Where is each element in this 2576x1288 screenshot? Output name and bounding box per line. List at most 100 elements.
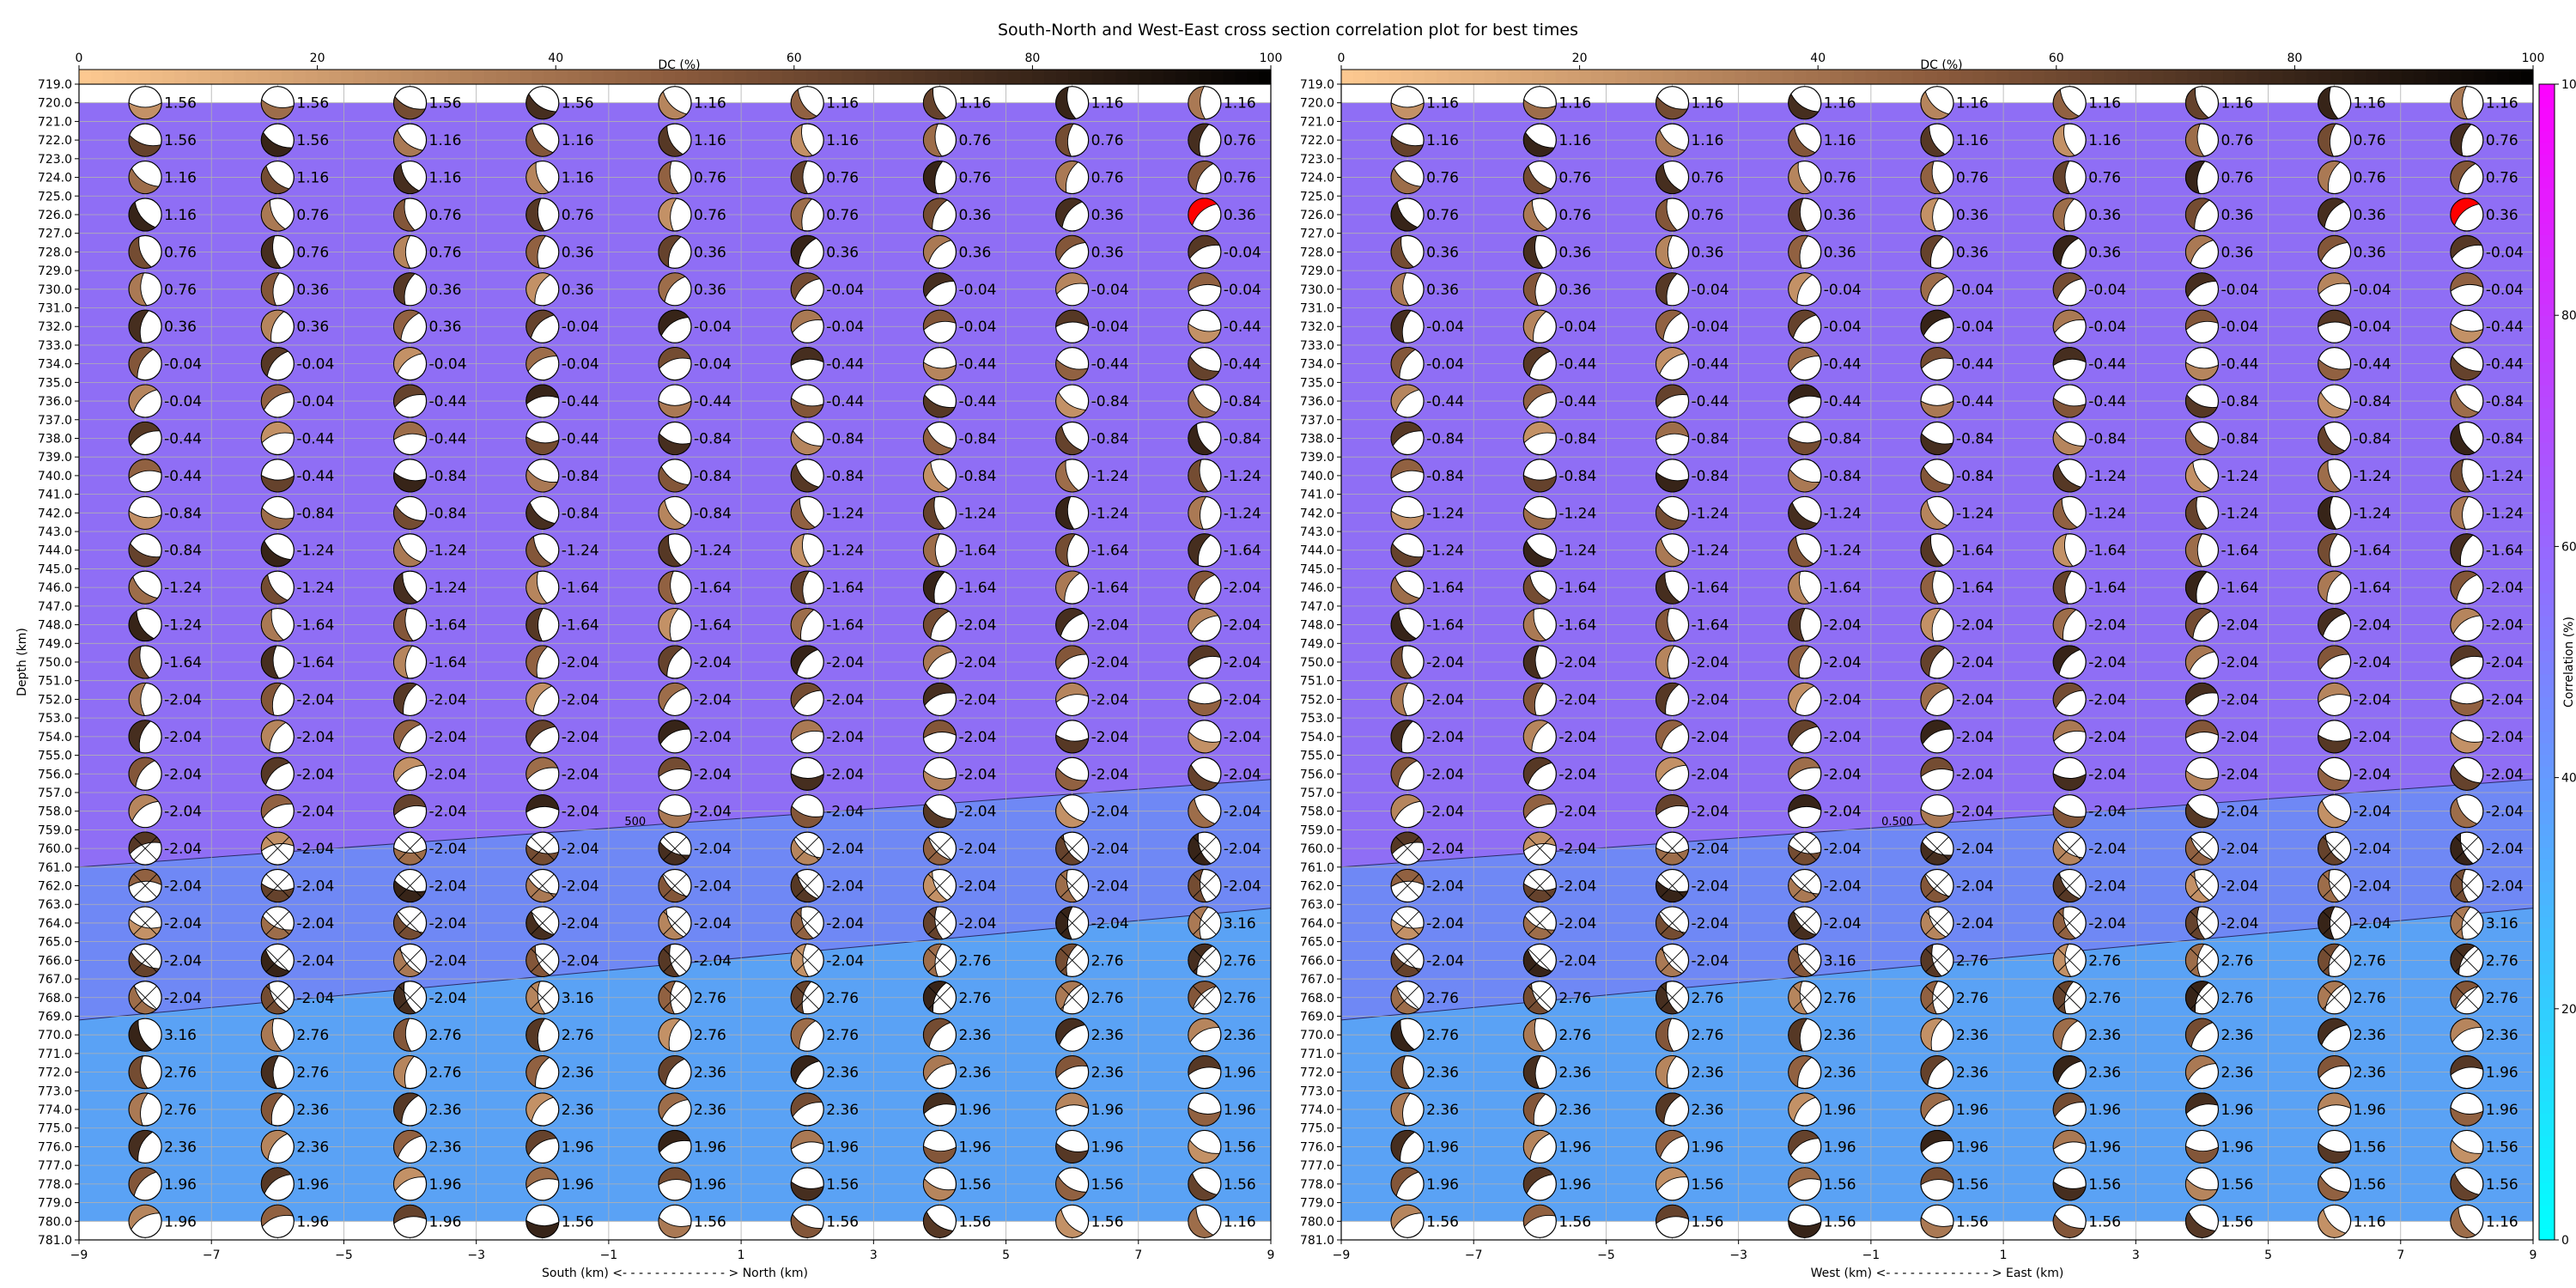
dc-colorbar-strip <box>495 70 509 84</box>
beachball-compression <box>2450 869 2470 902</box>
beachball-compression <box>1390 1130 1416 1163</box>
time-label: 0.76 <box>2088 170 2121 187</box>
x-tick-label: 1 <box>738 1249 745 1262</box>
beachball <box>2052 1204 2087 1238</box>
dc-colorbar-strip <box>2092 70 2105 84</box>
y-tick-label: 777.0 <box>1300 1159 1334 1173</box>
beachball-compression <box>791 907 814 940</box>
nodal-line <box>133 986 157 1010</box>
beachball <box>1788 607 1822 642</box>
correlation-colorbar-strip <box>2539 176 2555 189</box>
beachball-compression <box>1522 756 1553 787</box>
beachball <box>922 981 957 1015</box>
beachball-compression <box>790 805 823 829</box>
time-label: -0.44 <box>296 430 334 447</box>
dc-colorbar-strip <box>1223 70 1236 84</box>
beachball <box>128 123 162 157</box>
nodal-line <box>663 836 687 860</box>
beachball <box>392 981 428 1015</box>
dc-colorbar-strip <box>79 70 92 84</box>
beachball-compression <box>1920 309 1952 337</box>
time-label: -2.04 <box>562 952 599 969</box>
dc-colorbar-strip <box>1698 70 1711 84</box>
beachball <box>1390 384 1425 418</box>
time-label: -1.64 <box>296 617 334 635</box>
y-tick-label: 764.0 <box>38 917 72 931</box>
beachball <box>658 309 692 343</box>
correlation-colorbar-strip <box>2539 292 2555 305</box>
correlation-colorbar-strip <box>2539 396 2555 409</box>
time-label: -0.04 <box>1824 282 1862 299</box>
nodal-line <box>2455 986 2479 1010</box>
beachball-compression <box>2185 769 2219 791</box>
time-label: 3.16 <box>164 1027 197 1044</box>
beachball-compression <box>1390 272 1410 307</box>
beachball-compression <box>2185 944 2205 977</box>
beachball-compression <box>1788 843 1821 866</box>
dc-colorbar-strip <box>937 70 950 84</box>
beachball <box>790 1204 824 1238</box>
time-label: -1.64 <box>694 580 732 597</box>
beachball-compression <box>1920 534 1944 568</box>
y-tick-label: 778.0 <box>1300 1178 1334 1192</box>
time-label: -1.24 <box>2221 468 2258 485</box>
beachball-compression <box>526 1018 546 1052</box>
time-label: -2.04 <box>1692 691 1729 708</box>
beachball <box>922 1018 957 1052</box>
beachball <box>1655 459 1690 493</box>
time-label: -2.04 <box>296 691 334 708</box>
beachball-compression <box>1522 165 1552 194</box>
beachball <box>1920 347 1954 381</box>
beachball-compression <box>260 99 295 120</box>
time-label: -1.24 <box>826 505 864 522</box>
time-label: 1.56 <box>1091 1176 1124 1194</box>
beachball <box>2450 1204 2484 1238</box>
time-label: 2.36 <box>2354 1065 2386 1082</box>
correlation-colorbar-strip <box>2539 477 2555 489</box>
nodal-line <box>1060 911 1084 935</box>
y-tick-label: 721.0 <box>38 115 72 129</box>
beachball <box>1390 123 1425 157</box>
beachball-compression <box>1656 1167 1688 1192</box>
beachball <box>1188 607 1222 642</box>
time-label: 0.76 <box>1824 170 1856 187</box>
beachball-compression <box>260 1092 284 1126</box>
time-label: -2.04 <box>1558 952 1596 969</box>
beachball-compression <box>1522 539 1554 568</box>
beachball <box>392 570 428 605</box>
beachball-compression <box>2318 734 2352 754</box>
beachball-compression <box>790 608 815 641</box>
beachball <box>922 943 957 977</box>
beachball-compression <box>658 808 692 828</box>
beachball-compression <box>393 272 416 306</box>
beachball <box>2052 1092 2087 1127</box>
time-label: -2.04 <box>1824 804 1862 821</box>
beachball <box>260 1167 295 1201</box>
beachball-compression <box>1656 756 1687 784</box>
dc-colorbar-strip <box>1889 70 1902 84</box>
time-label: -0.04 <box>1224 282 1261 299</box>
beachball <box>1788 86 1822 120</box>
beachball <box>2318 868 2352 903</box>
beachball <box>392 160 428 195</box>
beachball <box>1188 495 1222 530</box>
time-label: -2.04 <box>958 878 996 896</box>
dc-colorbar-strip <box>698 70 712 84</box>
time-label: -0.04 <box>826 282 864 299</box>
dc-axis-label: DC (%) <box>1920 58 1962 72</box>
time-label: -2.04 <box>1426 915 1464 933</box>
time-label: 1.96 <box>2354 1102 2386 1119</box>
dc-tick-label: 60 <box>2049 52 2064 65</box>
beachball-compression <box>1920 1092 1952 1121</box>
time-label: -2.04 <box>1426 878 1464 896</box>
y-tick-label: 778.0 <box>38 1178 72 1192</box>
beachball <box>128 459 162 493</box>
beachball <box>1188 234 1222 269</box>
beachball <box>2450 495 2484 530</box>
beachball <box>1788 831 1822 866</box>
beachball-compression <box>1656 95 1688 119</box>
beachball-compression <box>1522 422 1557 444</box>
nodal-line <box>2057 836 2081 860</box>
time-label: -2.04 <box>1956 841 1994 858</box>
beachball-compression <box>658 720 690 745</box>
